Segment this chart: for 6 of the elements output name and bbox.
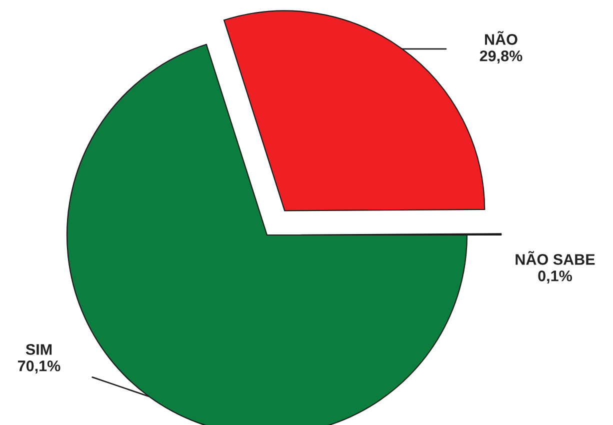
data-label: 70,1% <box>18 360 60 374</box>
slice-label: SIM <box>26 344 52 355</box>
legend-label: NÃO SABE <box>516 251 595 265</box>
slice-label: NÃO <box>485 31 518 45</box>
data-label: 0,1% <box>538 270 572 284</box>
data-label: 29,8% <box>480 50 522 64</box>
